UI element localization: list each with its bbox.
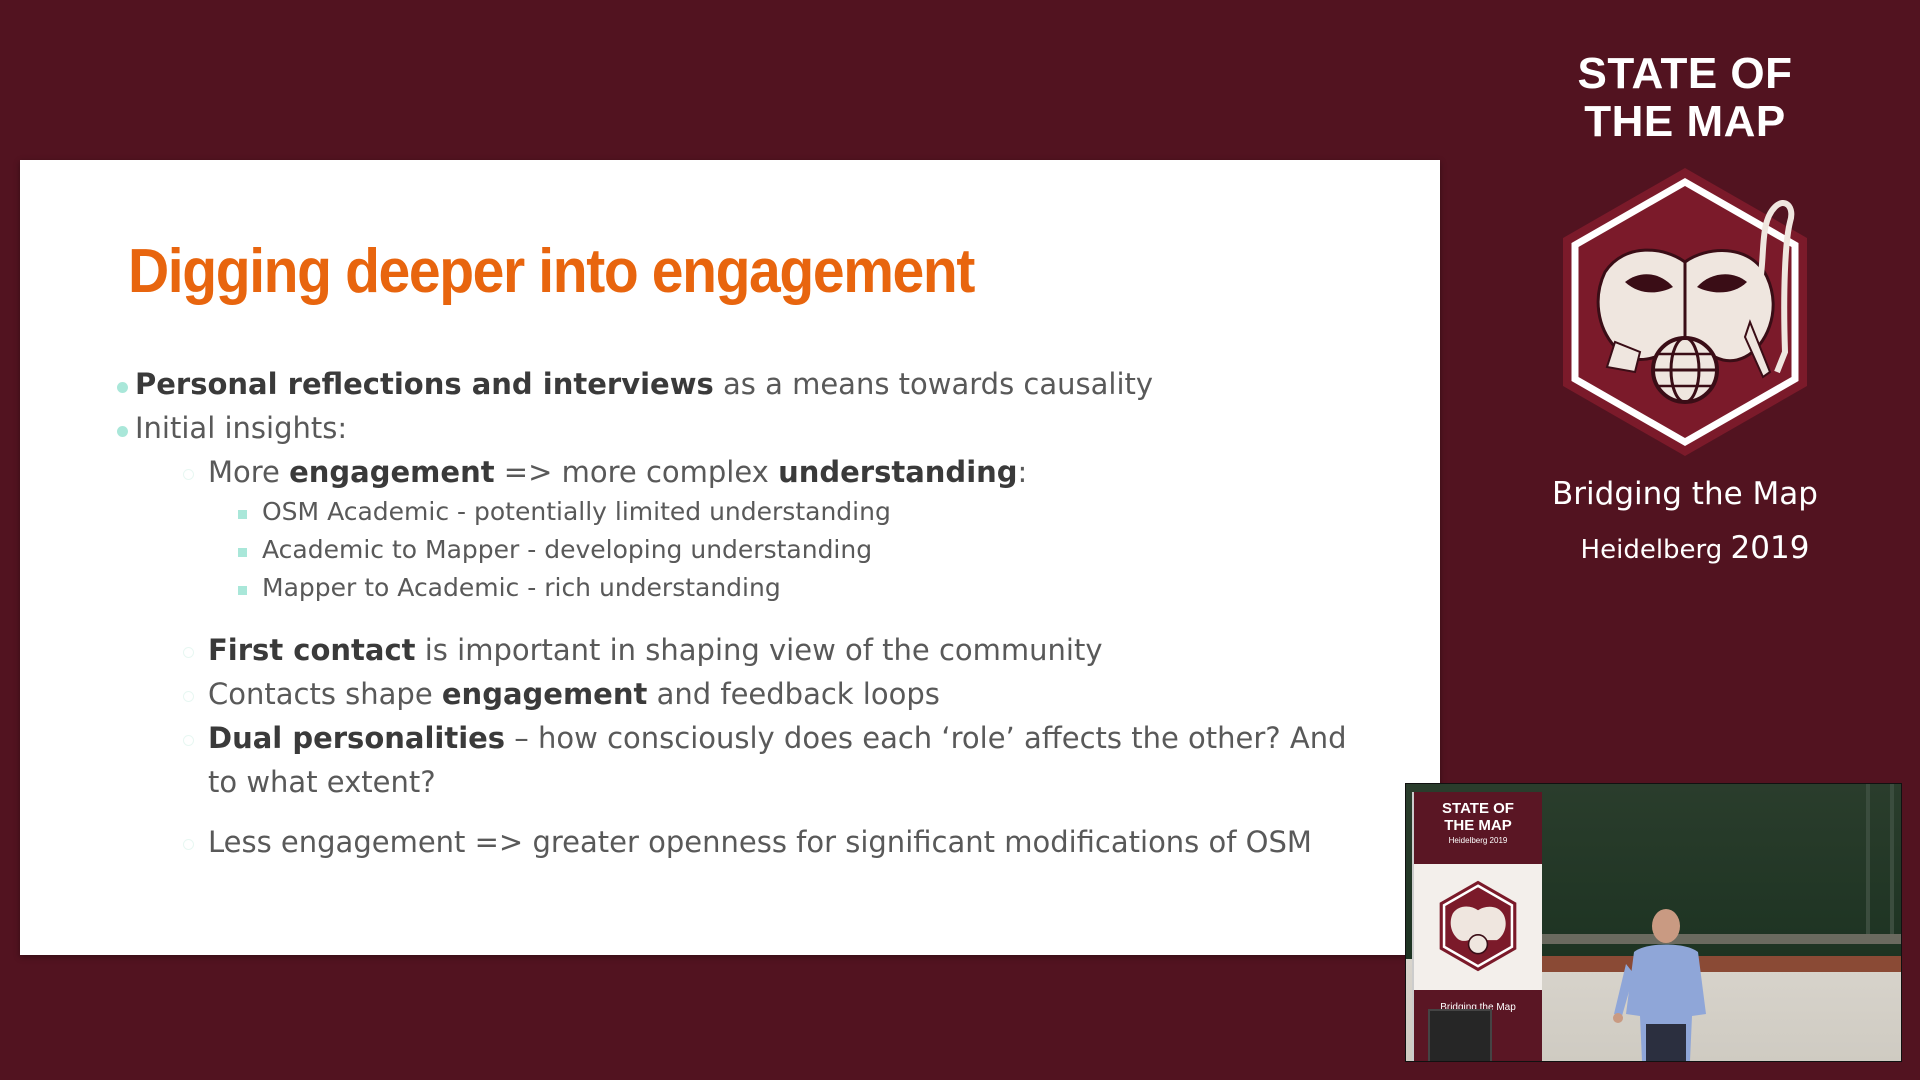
speaker-figure: [1613, 909, 1706, 1061]
sub-bullet-less-engagement: Less engagement => greater openness for …: [183, 825, 1312, 859]
hollow-bullet-icon: [183, 735, 194, 746]
sub-bullet-dual-personalities: Dual personalities – how consciously doe…: [183, 721, 1347, 755]
board-divider: [1866, 784, 1870, 944]
speaker-video: STATE OF THE MAP Heidelberg 2019 Bridgin…: [1405, 783, 1902, 1062]
brand-year: 2019: [1730, 530, 1810, 566]
sub-bullet-dual-personalities-continued: to what extent?: [208, 765, 436, 799]
hollow-bullet-icon: [183, 469, 194, 480]
bullet-initial-insights: Initial insights:: [117, 411, 347, 445]
board-divider: [1890, 784, 1894, 944]
square-bullet-icon: [238, 510, 247, 519]
sub-bullet-contacts-shape: Contacts shape engagement and feedback l…: [183, 677, 940, 711]
hollow-bullet-icon: [183, 647, 194, 658]
sub-sub-bullet-osm-academic: OSM Academic - potentially limited under…: [238, 497, 891, 526]
sub-bullet-first-contact: First contact is important in shaping vi…: [183, 633, 1103, 667]
event-banner: STATE OF THE MAP Heidelberg 2019 Bridgin…: [1412, 792, 1542, 1061]
bullet-dot-icon: [117, 382, 128, 393]
brand-title-line2: THE MAP: [1584, 97, 1786, 146]
banner-place: Heidelberg 2019: [1448, 836, 1508, 845]
chalk-ledge: [1536, 934, 1901, 944]
sub-sub-bullet-mapper-to-academic: Mapper to Academic - rich understanding: [238, 573, 781, 602]
hollow-bullet-icon: [183, 691, 194, 702]
banner-logo-icon: [1439, 880, 1517, 972]
banner-title-line1: STATE OF: [1442, 800, 1514, 817]
brand-title: STATE OF THE MAP: [1535, 50, 1835, 146]
sub-bullet-engagement-understanding: More engagement => more complex understa…: [183, 455, 1027, 489]
bullet-personal-reflections: Personal reflections and interviews as a…: [117, 367, 1153, 401]
desk-edge: [1526, 956, 1901, 972]
brand-subtitle: Bridging the Map: [1552, 476, 1818, 512]
banner-title-line2: THE MAP: [1444, 817, 1512, 834]
hollow-bullet-icon: [183, 839, 194, 850]
banner-title: STATE OF THE MAP: [1414, 800, 1542, 834]
sub-sub-bullet-academic-to-mapper: Academic to Mapper - developing understa…: [238, 535, 872, 564]
brand-place: Heidelberg: [1580, 535, 1723, 565]
bullet-dot-icon: [117, 426, 128, 437]
brand-title-line1: STATE OF: [1577, 49, 1793, 98]
square-bullet-icon: [238, 586, 247, 595]
slide-title: Digging deeper into engagement: [128, 237, 975, 306]
brand-location: Heidelberg 2019: [1535, 530, 1855, 566]
banner-subtitle: Bridging the Map: [1440, 1002, 1516, 1013]
state-of-the-map-logo-icon: [1563, 168, 1807, 456]
square-bullet-icon: [238, 548, 247, 557]
monitor: [1428, 1009, 1492, 1061]
banner-header: STATE OF THE MAP Heidelberg 2019: [1414, 792, 1542, 864]
slide: Digging deeper into engagement Personal …: [20, 160, 1440, 955]
